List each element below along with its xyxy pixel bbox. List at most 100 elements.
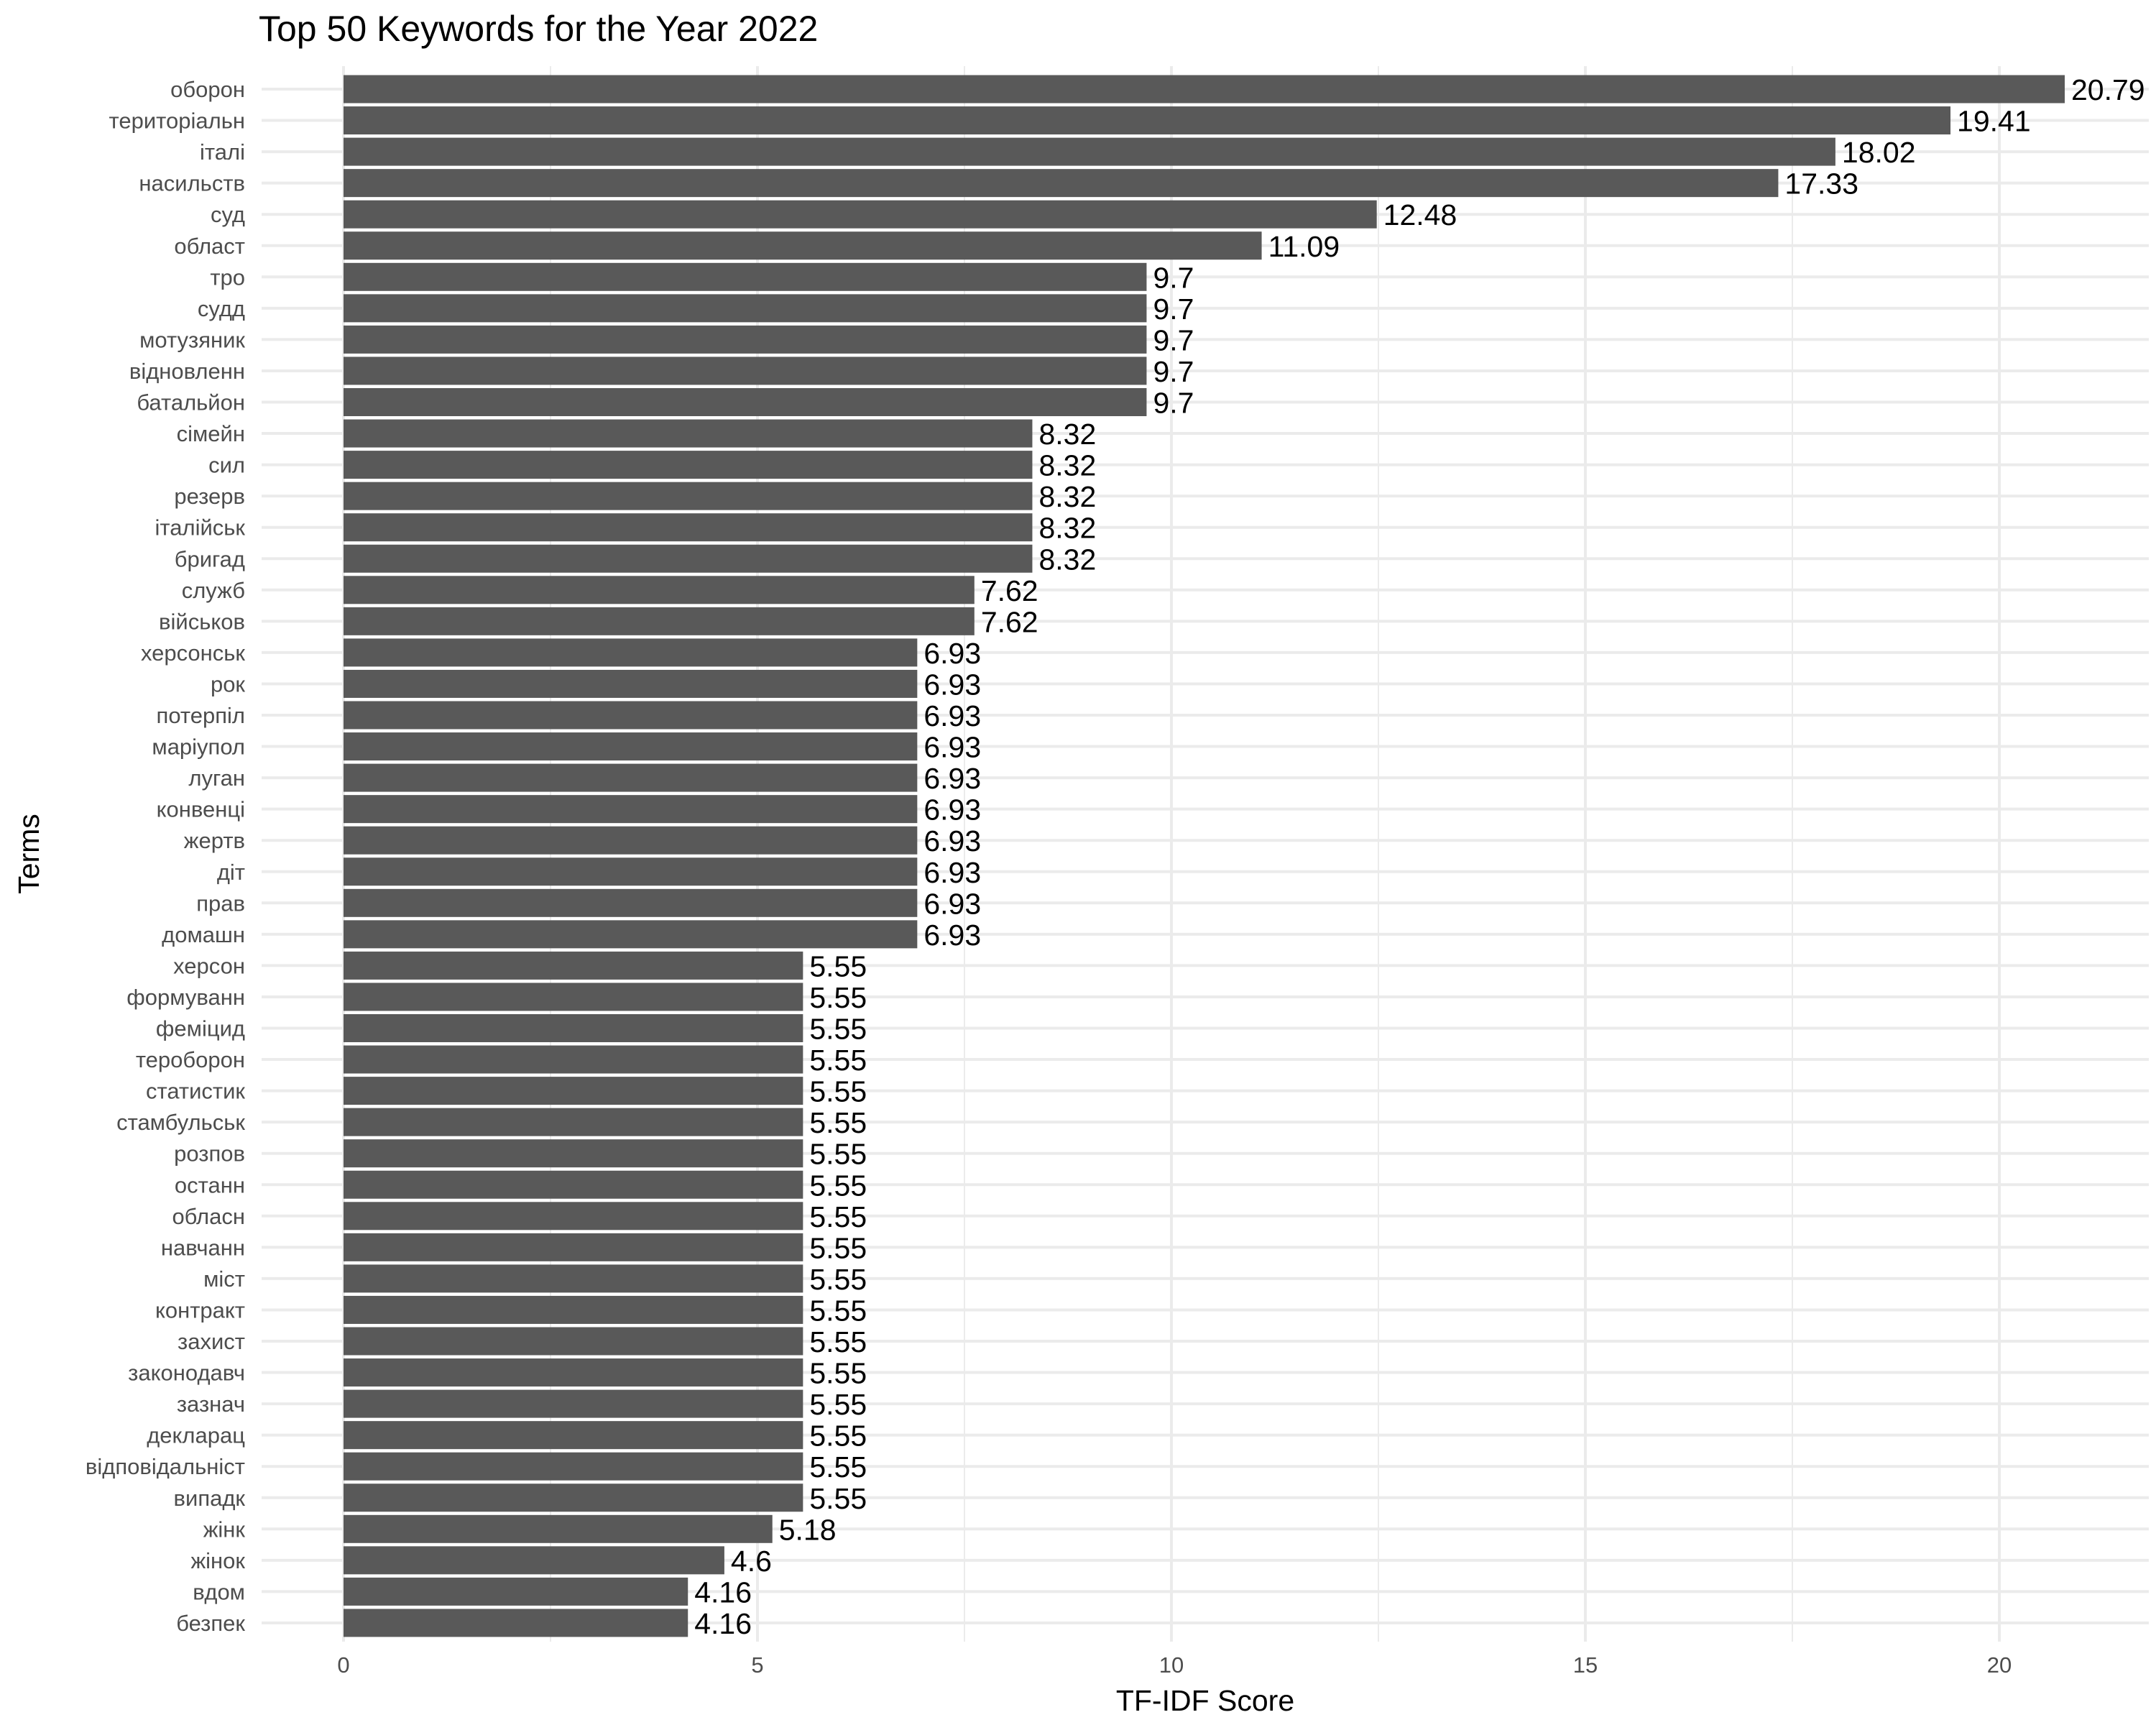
bar bbox=[344, 1484, 803, 1512]
bar-value-label: 6.93 bbox=[923, 856, 981, 889]
bar bbox=[344, 826, 918, 855]
bar bbox=[344, 1045, 803, 1074]
bar bbox=[344, 388, 1147, 416]
y-tick-label: жінк bbox=[203, 1517, 246, 1542]
y-tick-label: безпек bbox=[176, 1611, 245, 1636]
y-tick-label: італі bbox=[200, 139, 245, 165]
y-tick-label: обласн bbox=[172, 1204, 245, 1229]
y-tick-label: бригад bbox=[175, 546, 245, 571]
bar-value-label: 9.7 bbox=[1153, 387, 1194, 420]
bar bbox=[344, 294, 1147, 323]
y-tick-label: військов bbox=[159, 609, 245, 634]
x-tick-label: 5 bbox=[751, 1652, 763, 1678]
bar bbox=[344, 231, 1262, 260]
bar-value-label: 5.55 bbox=[809, 1420, 867, 1453]
bar-value-label: 19.41 bbox=[1957, 105, 2031, 138]
bar-value-label: 5.55 bbox=[809, 1013, 867, 1046]
bar bbox=[344, 137, 1835, 166]
bar bbox=[344, 1014, 803, 1042]
y-tick-label: навчанн bbox=[161, 1235, 245, 1260]
bar bbox=[344, 607, 975, 635]
bar bbox=[344, 356, 1147, 385]
y-tick-label: формуванн bbox=[126, 985, 245, 1010]
y-tick-label: сил bbox=[208, 453, 245, 478]
y-tick-label: феміцид bbox=[156, 1016, 245, 1041]
y-tick-label: італійськ bbox=[155, 515, 246, 540]
y-tick-label: судд bbox=[198, 296, 245, 321]
bar bbox=[344, 1514, 773, 1543]
x-tick-label: 20 bbox=[1987, 1652, 2012, 1678]
bar bbox=[344, 951, 803, 980]
bar-value-label: 17.33 bbox=[1784, 167, 1858, 201]
bar bbox=[344, 75, 2065, 104]
y-axis-tick-labels: оборон територіальн італі насильств суд облас… bbox=[86, 77, 246, 1636]
y-tick-label: суд bbox=[211, 202, 245, 227]
y-tick-label: област bbox=[174, 234, 245, 259]
y-tick-label: херсонськ bbox=[141, 640, 245, 666]
bar bbox=[344, 576, 975, 604]
bar-value-label: 5.18 bbox=[779, 1513, 837, 1546]
bar-value-label: 5.55 bbox=[809, 1106, 867, 1139]
bar bbox=[344, 1077, 803, 1105]
y-tick-label: тро bbox=[210, 264, 245, 290]
y-tick-label: діт bbox=[217, 860, 245, 885]
bar bbox=[344, 701, 918, 730]
bar-value-label: 6.93 bbox=[923, 794, 981, 827]
y-tick-label: сімейн bbox=[177, 421, 245, 446]
bar-value-label: 9.7 bbox=[1153, 355, 1194, 388]
y-tick-label: тероборон bbox=[136, 1047, 245, 1072]
y-tick-label: відновленн bbox=[129, 359, 245, 384]
bar bbox=[344, 262, 1147, 291]
bar bbox=[344, 1170, 803, 1199]
bar bbox=[344, 1421, 803, 1450]
bar-value-label: 5.55 bbox=[809, 1075, 867, 1108]
bar bbox=[344, 419, 1033, 448]
bar-value-label: 9.7 bbox=[1153, 261, 1194, 294]
bar bbox=[344, 888, 918, 917]
bar-value-label: 5.55 bbox=[809, 1138, 867, 1171]
bar-value-label: 6.93 bbox=[923, 637, 981, 670]
y-tick-label: рок bbox=[211, 671, 245, 696]
bar bbox=[344, 513, 1033, 542]
bar-value-label: 6.93 bbox=[923, 919, 981, 952]
bar-value-label: 11.09 bbox=[1268, 230, 1340, 263]
x-tick-label: 10 bbox=[1159, 1652, 1184, 1678]
bar-value-label: 5.55 bbox=[809, 1357, 867, 1390]
y-tick-label: жінок bbox=[190, 1548, 245, 1573]
bar bbox=[344, 1233, 803, 1261]
bar bbox=[344, 544, 1033, 573]
data-labels: 20.7919.4118.0217.3312.4811.099.79.79.79… bbox=[694, 73, 2145, 1640]
bar-value-label: 4.16 bbox=[694, 1607, 752, 1640]
y-tick-label: служб bbox=[182, 578, 245, 603]
bar-value-label: 8.32 bbox=[1038, 418, 1096, 451]
y-tick-label: вдом bbox=[193, 1579, 245, 1604]
bar bbox=[344, 1577, 688, 1606]
y-tick-label: насильств bbox=[139, 171, 245, 196]
y-tick-label: прав bbox=[196, 891, 245, 916]
bar-value-label: 5.55 bbox=[809, 1294, 867, 1327]
bar-value-label: 5.55 bbox=[809, 1450, 867, 1484]
y-tick-label: херсон bbox=[173, 953, 245, 978]
bar bbox=[344, 763, 918, 792]
bar-value-label: 5.55 bbox=[809, 949, 867, 983]
y-tick-label: міст bbox=[203, 1266, 245, 1292]
y-tick-label: домашн bbox=[162, 922, 245, 947]
bar-value-label: 20.79 bbox=[2071, 73, 2145, 106]
bar bbox=[344, 638, 918, 667]
y-tick-label: зазнач bbox=[177, 1392, 245, 1417]
bar-value-label: 8.32 bbox=[1038, 543, 1096, 576]
bar bbox=[344, 1264, 803, 1293]
bar-value-label: 5.55 bbox=[809, 981, 867, 1014]
bar-value-label: 7.62 bbox=[981, 574, 1038, 607]
y-tick-label: захист bbox=[178, 1329, 245, 1354]
bar-value-label: 5.55 bbox=[809, 1263, 867, 1296]
bar-value-label: 6.93 bbox=[923, 699, 981, 732]
bar bbox=[344, 1327, 803, 1356]
bar-value-label: 8.32 bbox=[1038, 449, 1096, 482]
bar-value-label: 5.55 bbox=[809, 1044, 867, 1077]
bar bbox=[344, 1139, 803, 1168]
bar bbox=[344, 1546, 724, 1575]
y-tick-label: розпов bbox=[174, 1141, 245, 1167]
y-tick-label: законодавч bbox=[128, 1361, 245, 1386]
